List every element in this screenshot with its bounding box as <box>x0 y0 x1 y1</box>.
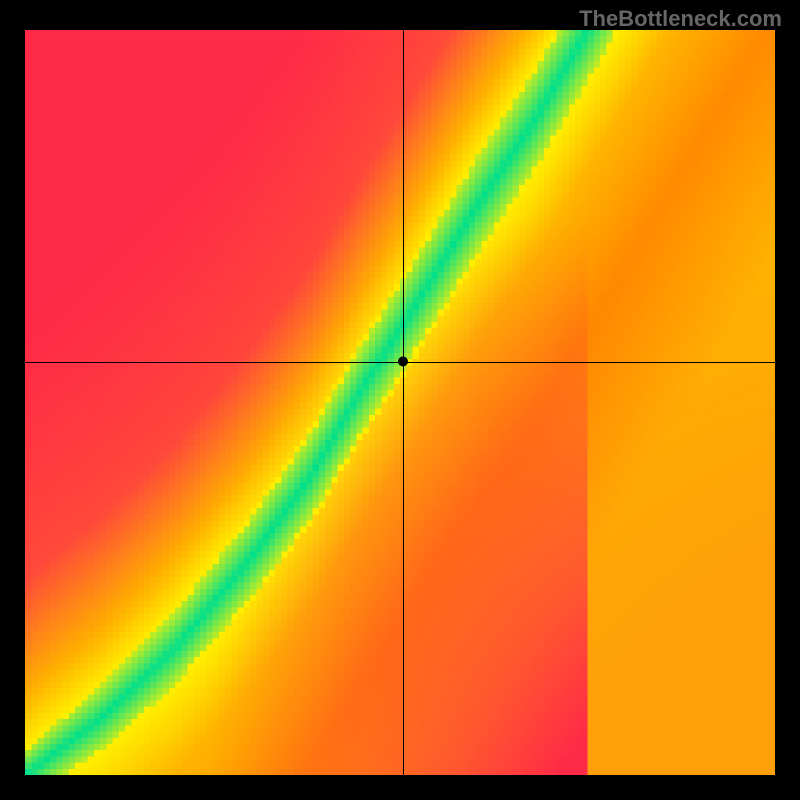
overlay-canvas <box>25 30 775 775</box>
watermark-text: TheBottleneck.com <box>579 6 782 32</box>
chart-frame: TheBottleneck.com <box>0 0 800 800</box>
plot-area <box>25 30 775 775</box>
